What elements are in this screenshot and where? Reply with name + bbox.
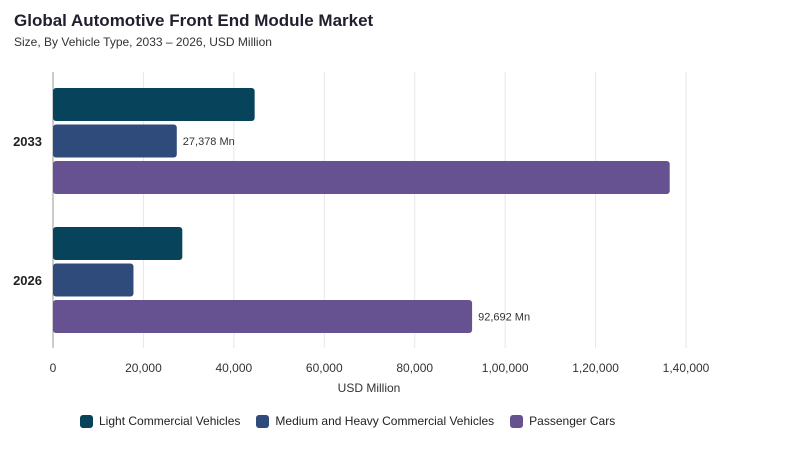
data-label: 27,378 Mn (183, 136, 235, 148)
chart-subtitle: Size, By Vehicle Type, 2033 – 2026, USD … (14, 35, 272, 49)
x-axis-title: USD Million (338, 381, 401, 395)
bar[interactable] (53, 124, 177, 158)
bar[interactable] (53, 227, 183, 260)
legend-item[interactable]: Passenger Cars (510, 414, 615, 428)
x-tick-label: 80,000 (396, 361, 433, 375)
legend-item[interactable]: Medium and Heavy Commercial Vehicles (256, 414, 494, 428)
x-tick-label: 1,20,000 (572, 361, 619, 375)
legend-item[interactable]: Light Commercial Vehicles (80, 414, 240, 428)
legend-swatch (510, 414, 524, 428)
x-tick-label: 1,40,000 (663, 361, 710, 375)
x-tick-label: 20,000 (125, 361, 162, 375)
legend-swatch (256, 414, 270, 428)
data-label: 92,692 Mn (478, 312, 530, 324)
bar[interactable] (53, 161, 670, 194)
legend-label: Light Commercial Vehicles (99, 414, 241, 428)
x-tick-label: 1,00,000 (482, 361, 529, 375)
legend: Light Commercial Vehicles Medium and Hea… (80, 414, 615, 428)
bar[interactable] (53, 88, 255, 121)
x-tick-label: 40,000 (216, 361, 253, 375)
y-tick-label: 2033 (13, 134, 42, 149)
bar[interactable] (53, 300, 473, 333)
legend-swatch (80, 414, 93, 428)
x-tick-label: 60,000 (306, 361, 343, 375)
chart-title: Global Automotive Front End Module Marke… (14, 11, 374, 30)
y-tick-label: 2026 (13, 273, 42, 288)
bar[interactable] (53, 263, 134, 297)
legend-label: Passenger Cars (529, 414, 616, 428)
legend-label: Medium and Heavy Commercial Vehicles (275, 414, 495, 428)
x-tick-label: 0 (50, 361, 57, 375)
